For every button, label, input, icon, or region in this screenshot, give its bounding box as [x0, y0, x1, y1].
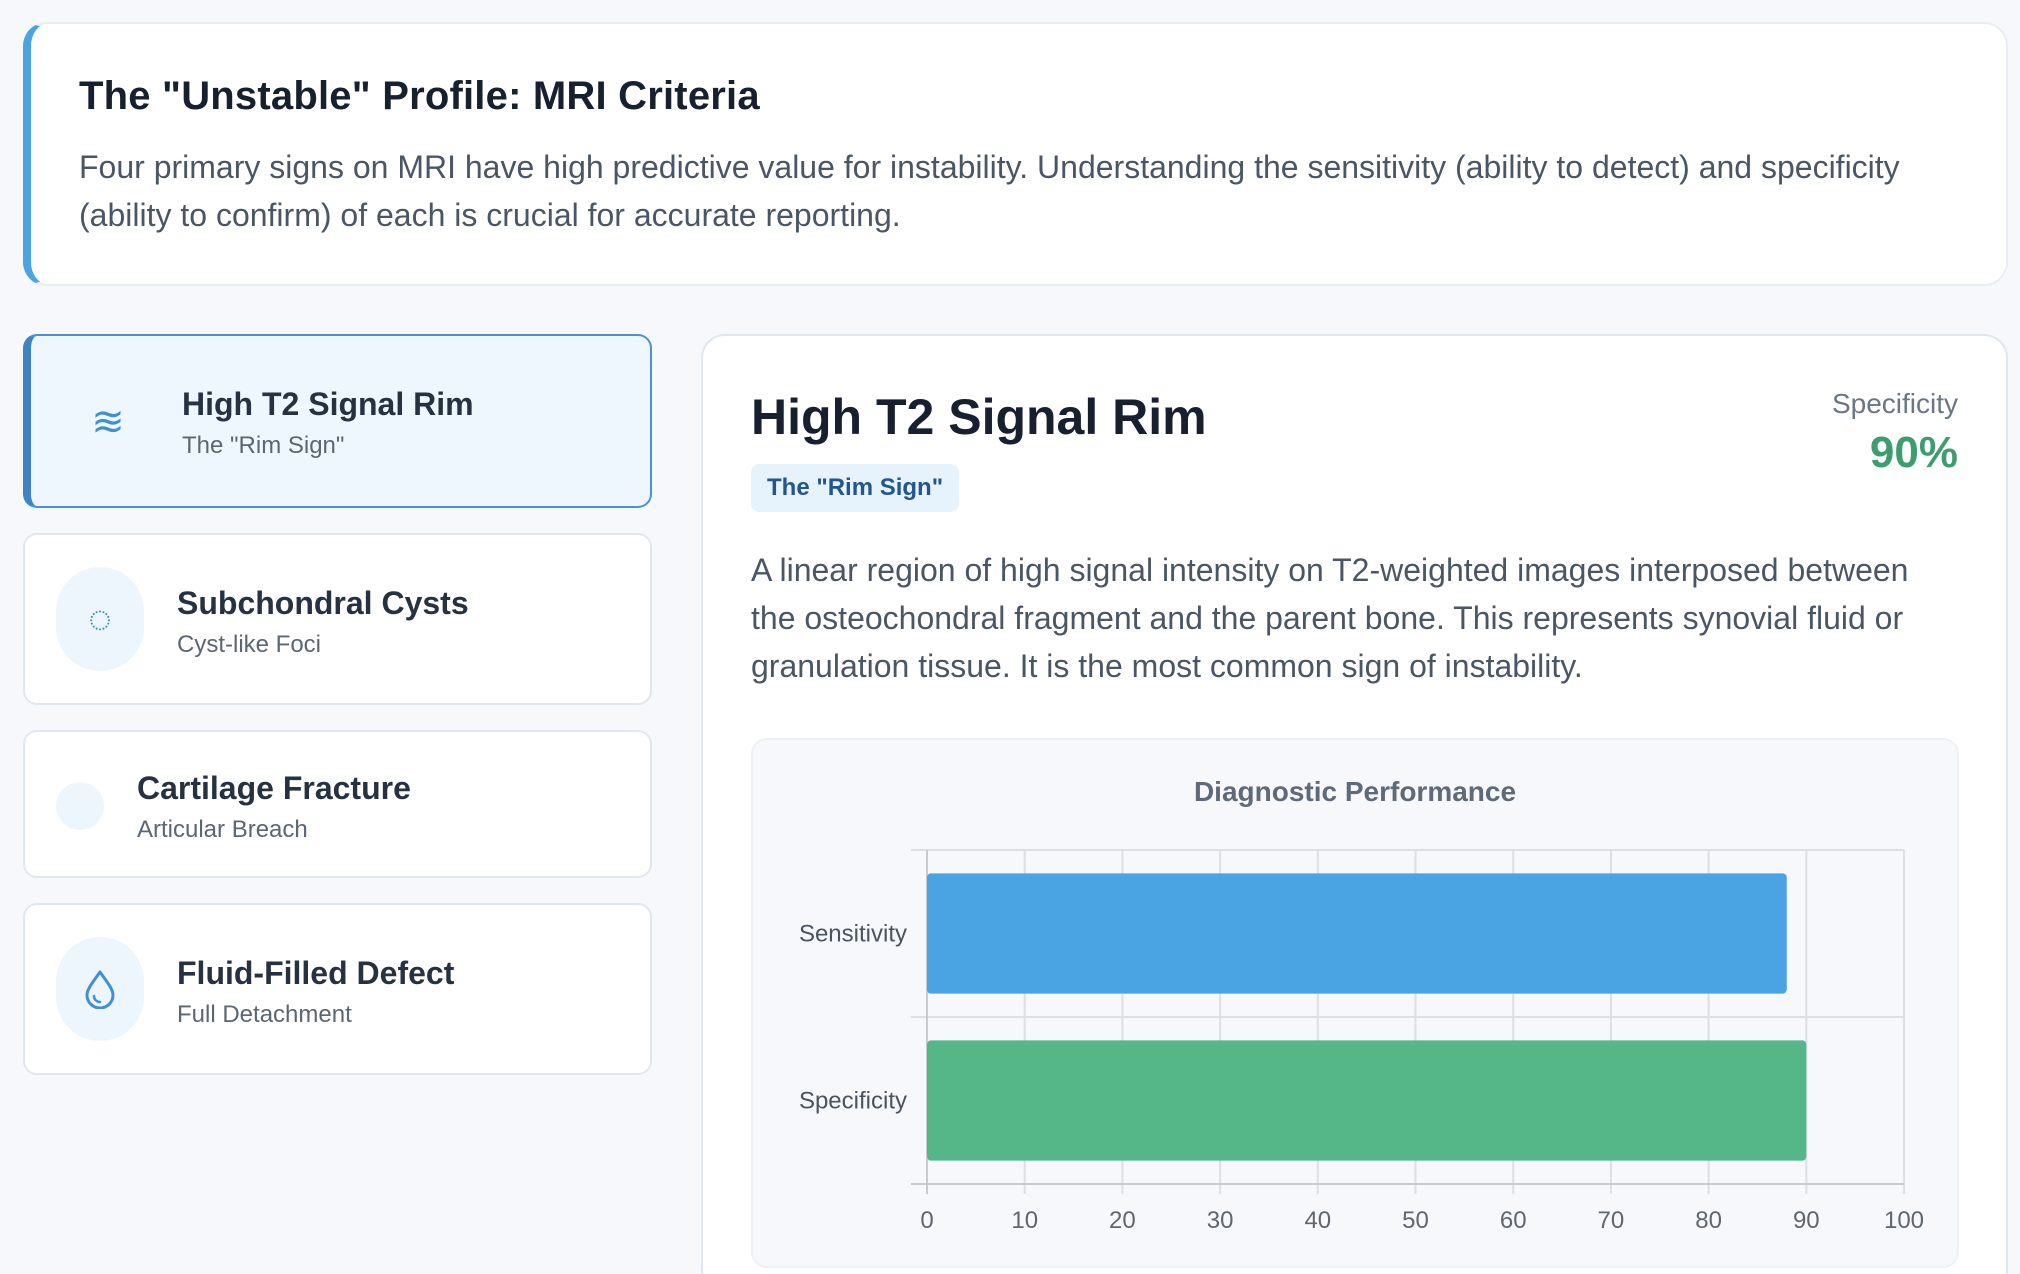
x-tick-label: 90 [1793, 1207, 1820, 1234]
detail-description: A linear region of high signal intensity… [751, 552, 1909, 684]
diagnostic-performance-chart: 0 10 20 30 40 50 60 70 80 90 100 Sensitivity Specifi… [799, 849, 1924, 1234]
metric-value: 90% [1869, 428, 1958, 477]
intro-title: The "Unstable" Profile: MRI Criteria [79, 74, 760, 118]
wave-icon: ≋ [91, 400, 125, 444]
intro-card: The "Unstable" Profile: MRI Criteria Fou… [23, 22, 2008, 286]
sidebar-item-subtitle: Cyst-like Foci [177, 631, 322, 658]
dashed-circle-icon: ◌ [56, 567, 144, 671]
bar-specificity [927, 1040, 1807, 1161]
y-tick-label: Specificity [799, 1088, 907, 1115]
sidebar-item-title: Fluid-Filled Defect [177, 955, 455, 991]
sidebar-item-title: Subchondral Cysts [177, 585, 469, 621]
bar-sensitivity [927, 873, 1787, 994]
x-tick-label: 30 [1207, 1207, 1234, 1234]
detail-tag: The "Rim Sign" [751, 464, 960, 512]
droplet-icon [56, 937, 144, 1041]
x-tick-label: 60 [1500, 1207, 1527, 1234]
x-tick-label: 20 [1109, 1207, 1136, 1234]
chart-container: Diagnostic Performance 0 10 20 30 40 50 60 70 80… [751, 738, 1959, 1268]
x-tick-label: 0 [920, 1207, 933, 1234]
detail-panel: High T2 Signal Rim The "Rim Sign" Specif… [701, 334, 2008, 1274]
chart-title: Diagnostic Performance [1193, 776, 1517, 807]
sidebar-item-cartilage-fracture[interactable]: Cartilage Fracture Articular Breach [23, 730, 652, 878]
sidebar-item-title: Cartilage Fracture [137, 770, 411, 806]
sidebar-item-subtitle: Articular Breach [137, 816, 308, 843]
x-tick-label: 70 [1598, 1207, 1625, 1234]
sidebar-item-subchondral-cysts[interactable]: ◌ Subchondral Cysts Cyst-like Foci [23, 533, 652, 705]
sidebar-item-title: High T2 Signal Rim [182, 386, 474, 422]
droplet-icon-svg [85, 970, 115, 1009]
x-tick-label: 40 [1304, 1207, 1331, 1234]
sidebar-item-subtitle: The "Rim Sign" [182, 432, 345, 459]
sidebar-item-fluid-filled-defect[interactable]: Fluid-Filled Defect Full Detachment [23, 903, 652, 1075]
intro-text: Four primary signs on MRI have high pred… [79, 149, 1900, 233]
blank-icon [56, 782, 104, 830]
sidebar-item-high-t2-signal-rim[interactable]: ≋ High T2 Signal Rim The "Rim Sign" [23, 334, 652, 508]
sidebar-item-subtitle: Full Detachment [177, 1001, 352, 1028]
x-tick-label: 50 [1402, 1207, 1429, 1234]
detail-title: High T2 Signal Rim [751, 389, 1207, 445]
x-tick-label: 100 [1884, 1207, 1924, 1234]
x-tick-label: 10 [1011, 1207, 1038, 1234]
x-tick-label: 80 [1695, 1207, 1722, 1234]
metric-label: Specificity [1831, 388, 1958, 419]
y-tick-label: Sensitivity [799, 921, 907, 948]
